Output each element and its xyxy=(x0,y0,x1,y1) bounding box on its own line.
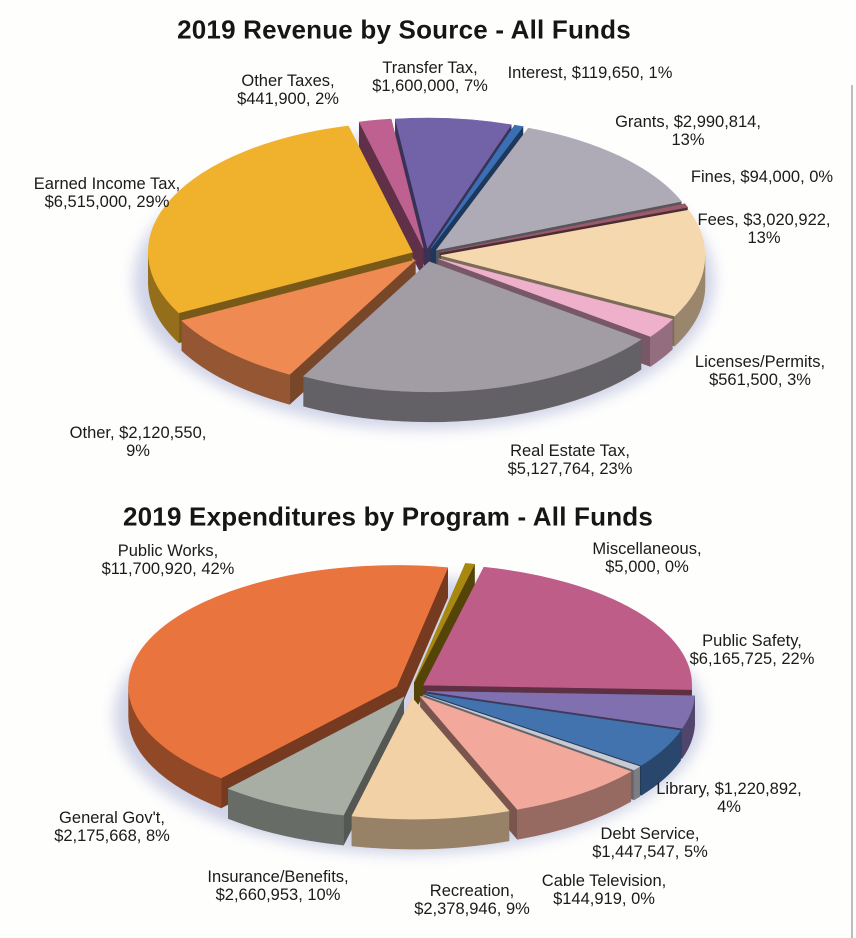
pie-slice-general-gov-t xyxy=(227,696,405,846)
pie-slice-real-estate-tax xyxy=(303,261,642,423)
expenditures-chart-title: 2019 Expenditures by Program - All Funds xyxy=(122,501,654,532)
pie-slice-recreation xyxy=(419,695,632,840)
pie-slice-other-taxes xyxy=(358,118,424,279)
scan-edge-line xyxy=(851,85,853,938)
revenue-chart-title: 2019 Revenue by Source - All Funds xyxy=(177,14,631,45)
pie-slice-insurance-benefits xyxy=(351,697,510,850)
